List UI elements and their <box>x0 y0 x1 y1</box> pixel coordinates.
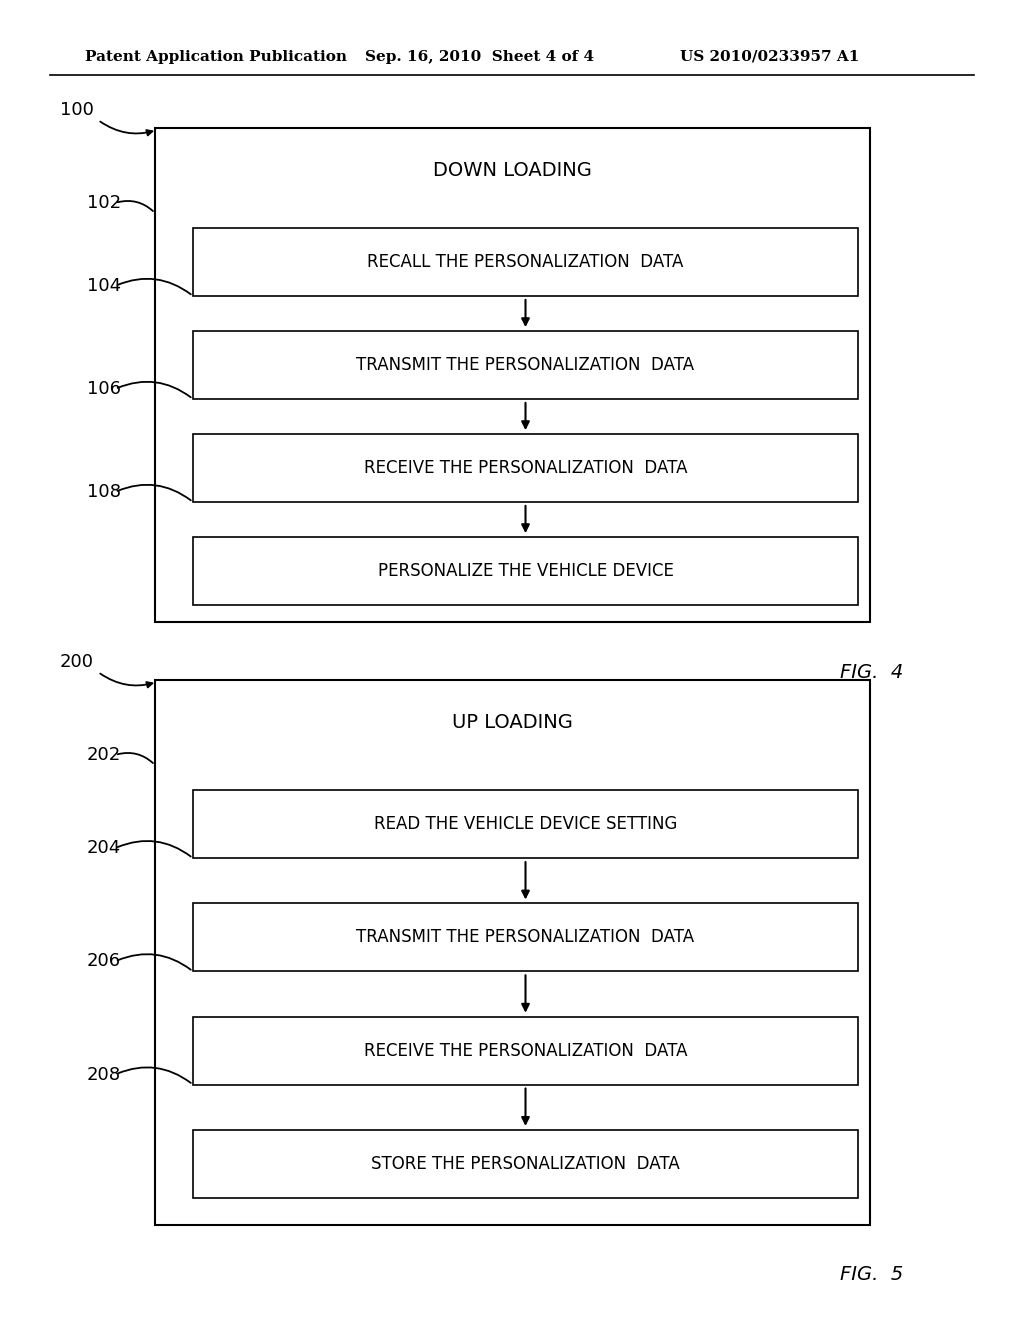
Text: STORE THE PERSONALIZATION  DATA: STORE THE PERSONALIZATION DATA <box>371 1155 680 1172</box>
Text: FIG.  5: FIG. 5 <box>840 1266 903 1284</box>
Text: RECALL THE PERSONALIZATION  DATA: RECALL THE PERSONALIZATION DATA <box>368 253 684 271</box>
Text: 102: 102 <box>87 194 121 213</box>
Bar <box>193 1130 858 1197</box>
Bar <box>193 537 858 605</box>
Bar <box>193 228 858 296</box>
Text: TRANSMIT THE PERSONALIZATION  DATA: TRANSMIT THE PERSONALIZATION DATA <box>356 356 694 374</box>
Bar <box>193 791 858 858</box>
Bar <box>193 331 858 399</box>
Text: TRANSMIT THE PERSONALIZATION  DATA: TRANSMIT THE PERSONALIZATION DATA <box>356 928 694 946</box>
Bar <box>155 128 870 622</box>
Text: UP LOADING: UP LOADING <box>452 713 573 733</box>
Text: READ THE VEHICLE DEVICE SETTING: READ THE VEHICLE DEVICE SETTING <box>374 816 677 833</box>
Text: 106: 106 <box>87 380 121 399</box>
Text: 204: 204 <box>87 840 121 857</box>
Bar <box>193 1016 858 1085</box>
Text: 206: 206 <box>87 953 121 970</box>
Text: 200: 200 <box>60 653 94 671</box>
Bar <box>193 903 858 972</box>
Text: RECEIVE THE PERSONALIZATION  DATA: RECEIVE THE PERSONALIZATION DATA <box>364 459 687 477</box>
Text: 108: 108 <box>87 483 121 502</box>
Text: 104: 104 <box>87 277 121 294</box>
Text: 202: 202 <box>87 746 121 764</box>
Bar <box>155 680 870 1225</box>
Bar <box>193 434 858 502</box>
Text: Sep. 16, 2010  Sheet 4 of 4: Sep. 16, 2010 Sheet 4 of 4 <box>365 50 594 63</box>
Text: PERSONALIZE THE VEHICLE DEVICE: PERSONALIZE THE VEHICLE DEVICE <box>378 562 674 579</box>
Text: RECEIVE THE PERSONALIZATION  DATA: RECEIVE THE PERSONALIZATION DATA <box>364 1041 687 1060</box>
Text: 208: 208 <box>87 1065 121 1084</box>
Text: Patent Application Publication: Patent Application Publication <box>85 50 347 63</box>
Text: US 2010/0233957 A1: US 2010/0233957 A1 <box>680 50 859 63</box>
Text: DOWN LOADING: DOWN LOADING <box>433 161 592 180</box>
Text: 100: 100 <box>60 102 94 119</box>
Text: FIG.  4: FIG. 4 <box>840 663 903 681</box>
